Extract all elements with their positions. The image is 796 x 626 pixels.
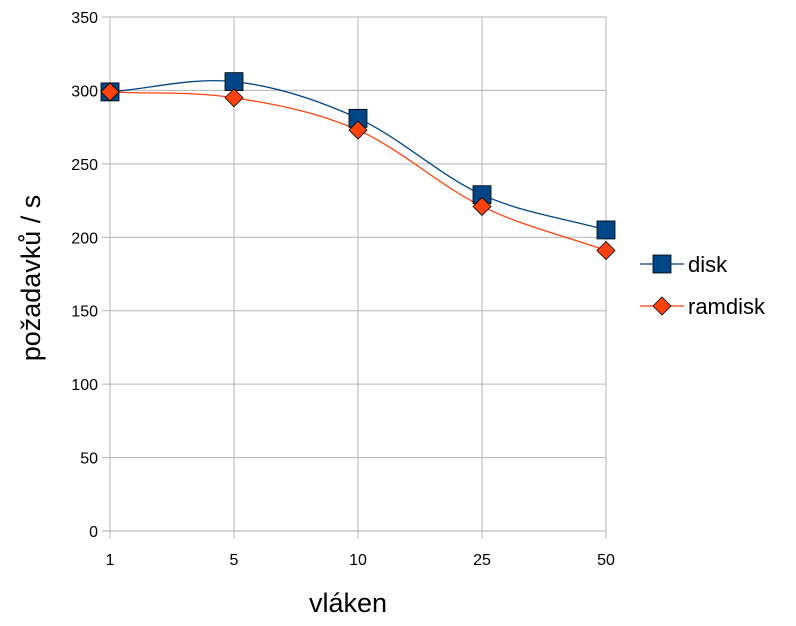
data-markers [100, 72, 616, 261]
data-point-ramdisk [100, 82, 120, 102]
legend-marker-ramdisk [652, 296, 672, 316]
x-tick-label: 1 [106, 552, 115, 569]
y-tick-label: 200 [71, 230, 98, 247]
data-point-ramdisk [472, 196, 492, 217]
legend-marker-disk [652, 254, 672, 274]
data-point-disk [596, 220, 616, 240]
y-tick-label: 300 [71, 83, 98, 100]
legend: disk ramdisk [640, 252, 766, 319]
grid-lines [109, 16, 607, 532]
y-tick-label: 50 [80, 451, 98, 468]
x-tick-label: 50 [597, 552, 615, 569]
legend-label-disk: disk [688, 252, 728, 277]
x-tick-label: 10 [349, 552, 367, 569]
data-point-ramdisk [348, 120, 368, 140]
y-tick-label: 150 [71, 304, 98, 321]
y-axis-title: požadavků / s [16, 195, 46, 362]
x-tick-label: 5 [230, 552, 239, 569]
y-tick-label: 100 [71, 377, 98, 394]
data-point-ramdisk [596, 240, 616, 261]
data-point-disk [224, 72, 244, 92]
y-tick-label: 350 [71, 10, 98, 27]
y-tick-label: 0 [89, 524, 98, 541]
legend-label-ramdisk: ramdisk [688, 294, 766, 319]
x-axis-title: vláken [309, 588, 387, 618]
data-point-ramdisk [224, 88, 244, 108]
x-tick-label: 25 [473, 552, 491, 569]
y-tick-label: 250 [71, 157, 98, 174]
axes [102, 16, 607, 539]
tick-labels: 0 50 100 150 200 250 300 350 1 5 10 25 50 [71, 10, 615, 569]
